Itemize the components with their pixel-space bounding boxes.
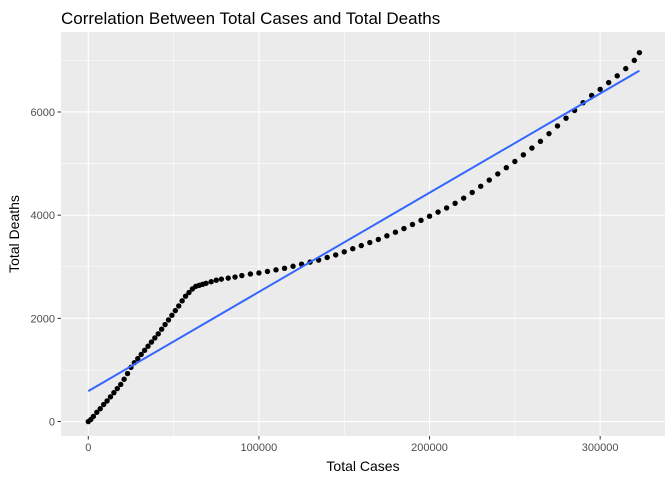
data-point [155, 331, 161, 337]
data-point [478, 183, 484, 189]
y-tick-label: 0 [49, 417, 55, 429]
chart-title: Correlation Between Total Cases and Tota… [61, 9, 440, 28]
data-point [358, 242, 364, 249]
data-point [324, 254, 330, 261]
data-point [208, 279, 214, 285]
data-point [121, 376, 127, 382]
x-tick-label: 200000 [411, 442, 448, 454]
data-point [203, 280, 209, 286]
data-point [186, 289, 192, 296]
data-point [290, 263, 296, 269]
data-point [392, 229, 399, 235]
minor-gridlines [61, 32, 665, 436]
data-point [152, 335, 158, 341]
data-point [614, 73, 620, 79]
data-point [384, 233, 390, 239]
plot-panel [61, 32, 665, 436]
data-point [218, 276, 225, 282]
data-point [247, 271, 254, 277]
data-point [503, 164, 510, 171]
data-point [529, 145, 535, 151]
data-point [107, 394, 114, 400]
y-tick-label: 2000 [31, 313, 55, 325]
data-point [281, 265, 288, 272]
data-point [554, 123, 561, 129]
data-point [182, 293, 189, 299]
data-point [97, 405, 103, 412]
major-gridlines [61, 32, 665, 436]
data-point [418, 217, 424, 224]
data-point [341, 249, 347, 255]
fit-line-group [87, 69, 640, 392]
y-tick-label: 6000 [31, 107, 55, 119]
data-point [426, 213, 433, 219]
data-point [486, 177, 492, 183]
data-point [460, 195, 467, 201]
data-point [135, 355, 141, 362]
data-point [350, 246, 356, 252]
data-point [636, 49, 643, 56]
data-point [114, 385, 121, 392]
data-point [401, 225, 407, 232]
data-point [162, 321, 168, 328]
data-point [94, 409, 100, 415]
x-tick-label: 0 [85, 442, 91, 454]
data-point [118, 381, 124, 388]
data-point [520, 152, 527, 158]
data-points [85, 49, 643, 425]
data-point [512, 158, 518, 165]
data-point [443, 205, 450, 211]
data-point [333, 252, 339, 258]
data-point [469, 189, 475, 196]
data-point [104, 398, 110, 404]
data-point [597, 86, 603, 92]
data-point [145, 343, 151, 349]
data-point [264, 268, 271, 275]
data-point [124, 370, 131, 377]
data-point [563, 115, 569, 121]
data-point [605, 79, 612, 86]
data-point [90, 413, 97, 420]
data-point [172, 307, 179, 314]
data-point [141, 347, 148, 354]
data-point [631, 57, 637, 64]
data-point [225, 275, 231, 281]
x-axis-title: Total Cases [326, 458, 399, 474]
data-point [537, 138, 544, 145]
y-axis-title: Total Deaths [6, 195, 22, 273]
data-point [165, 317, 172, 323]
data-point [452, 200, 458, 207]
data-point [623, 65, 629, 72]
y-axis-ticks: 0 2000 4000 6000 [31, 107, 61, 429]
data-point [546, 130, 552, 137]
x-tick-label: 300000 [582, 442, 619, 454]
data-point [138, 351, 144, 358]
data-point [239, 272, 245, 279]
data-point [375, 236, 382, 243]
data-point [179, 298, 185, 304]
data-point [148, 339, 155, 345]
data-point [100, 401, 107, 408]
data-point [232, 274, 238, 280]
data-point [435, 209, 441, 215]
y-tick-label: 4000 [31, 210, 55, 222]
x-axis-ticks: 0 100000 200000 300000 [85, 436, 619, 454]
data-point [256, 270, 262, 276]
fit-line [87, 69, 640, 392]
x-tick-label: 100000 [241, 442, 278, 454]
data-point [273, 267, 279, 273]
data-point [176, 303, 182, 309]
data-point [111, 389, 117, 396]
data-point [367, 239, 373, 246]
data-point [158, 326, 165, 332]
data-point [213, 277, 219, 283]
data-point [169, 312, 175, 318]
data-point [495, 171, 501, 177]
data-point [409, 221, 416, 228]
